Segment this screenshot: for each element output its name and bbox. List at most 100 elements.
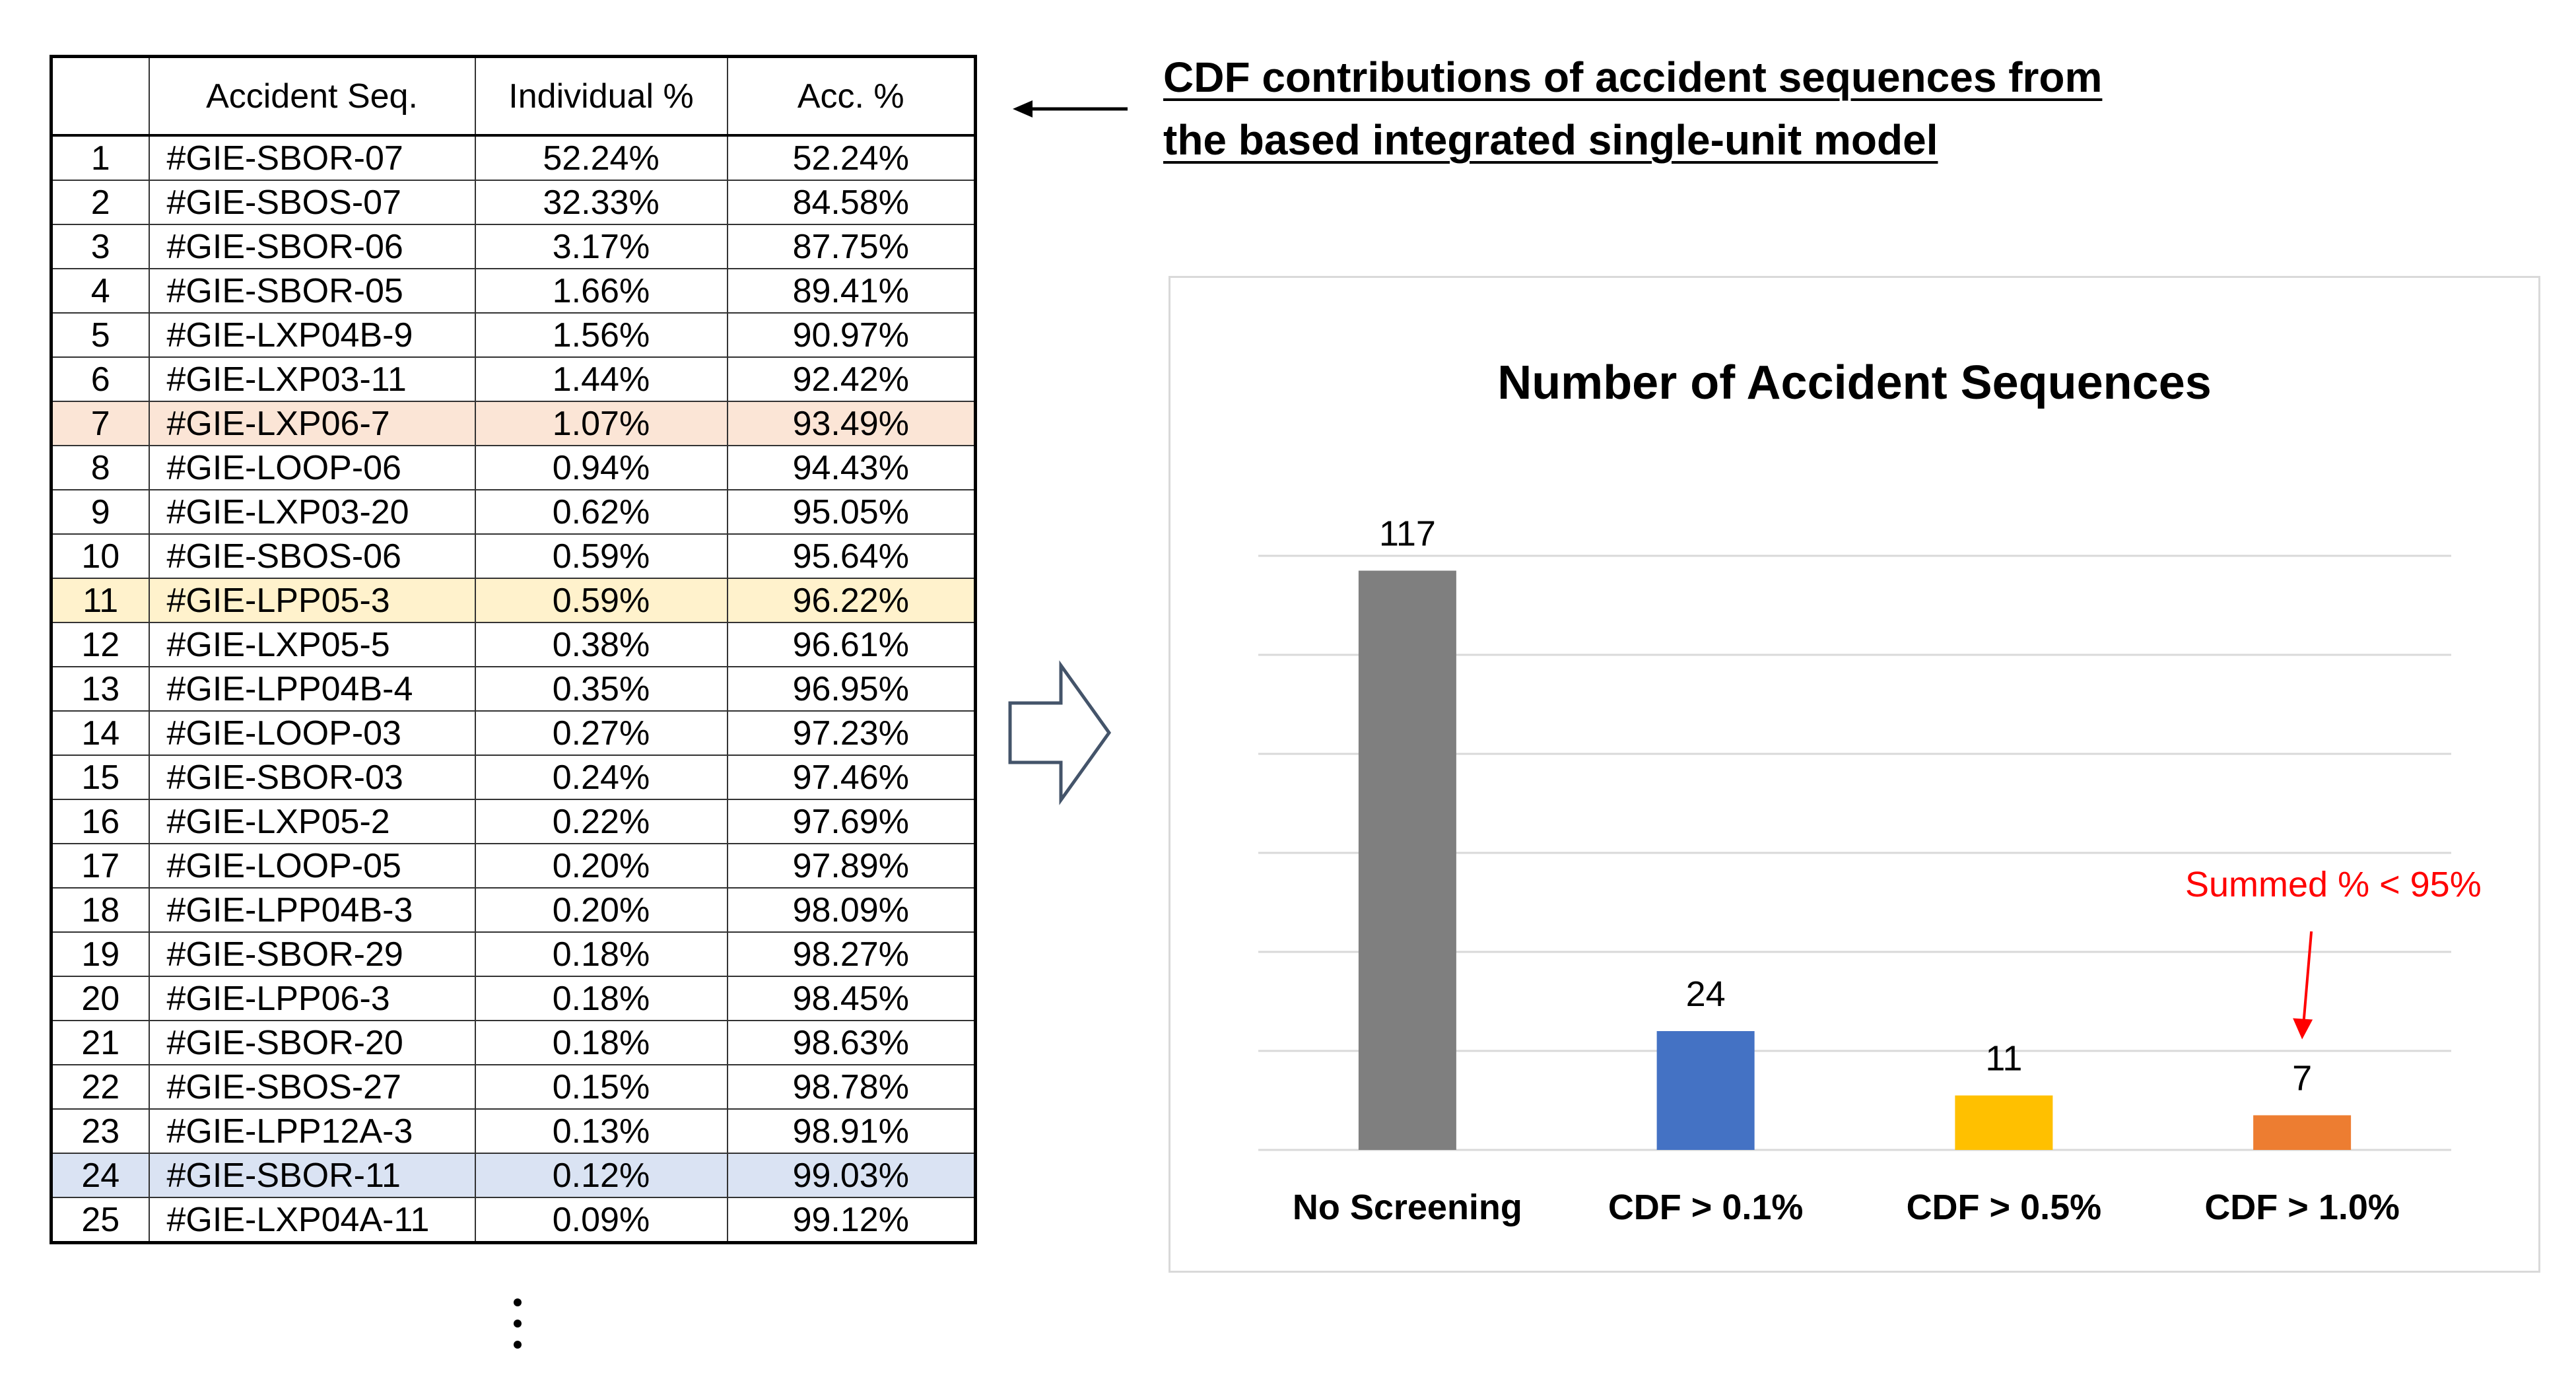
table-header-row: Accident Seq. Individual % Acc. %: [50, 55, 976, 137]
row-individual-pct: 0.59%: [474, 578, 728, 623]
row-individual-pct: 1.56%: [474, 312, 728, 358]
row-accident-seq: #GIE-SBOR-06: [148, 224, 476, 269]
row-individual-pct: 0.27%: [474, 710, 728, 756]
table-row: 2 #GIE-SBOS-07 32.33% 84.58%: [50, 180, 976, 225]
table-row: 21 #GIE-SBOR-20 0.18% 98.63%: [50, 1020, 976, 1065]
table-row: 13 #GIE-LPP04B-4 0.35% 96.95%: [50, 666, 976, 712]
row-number: 11: [50, 578, 150, 623]
bar-value-label: 117: [1379, 514, 1436, 554]
row-number: 8: [50, 445, 150, 490]
table-row: 5 #GIE-LXP04B-9 1.56% 90.97%: [50, 312, 976, 358]
row-individual-pct: 0.18%: [474, 931, 728, 977]
row-accident-seq: #GIE-LXP04A-11: [148, 1197, 476, 1244]
row-individual-pct: 0.20%: [474, 843, 728, 889]
row-accident-seq: #GIE-LXP06-7: [148, 401, 476, 446]
row-number: 3: [50, 224, 150, 269]
table-row: 23 #GIE-LPP12A-3 0.13% 98.91%: [50, 1108, 976, 1154]
row-individual-pct: 1.07%: [474, 401, 728, 446]
row-individual-pct: 0.15%: [474, 1064, 728, 1110]
bar-value-label: 7: [2292, 1059, 2312, 1098]
table-row: 14 #GIE-LOOP-03 0.27% 97.23%: [50, 710, 976, 756]
row-number: 16: [50, 799, 150, 844]
row-number: 23: [50, 1108, 150, 1154]
row-number: 15: [50, 755, 150, 800]
row-individual-pct: 0.94%: [474, 445, 728, 490]
row-individual-pct: 0.59%: [474, 533, 728, 579]
header-accident-seq: Accident Seq.: [148, 55, 476, 137]
row-number: 9: [50, 489, 150, 535]
table-row: 22 #GIE-SBOS-27 0.15% 98.78%: [50, 1064, 976, 1110]
row-accident-seq: #GIE-LXP05-5: [148, 622, 476, 667]
row-acc-pct: 99.12%: [726, 1197, 976, 1244]
row-acc-pct: 96.61%: [726, 622, 976, 667]
bar-value-label: 24: [1686, 974, 1726, 1014]
table-row: 6 #GIE-LXP03-11 1.44% 92.42%: [50, 356, 976, 402]
row-individual-pct: 0.62%: [474, 489, 728, 535]
table-row: 25 #GIE-LXP04A-11 0.09% 99.12%: [50, 1197, 976, 1244]
row-number: 17: [50, 843, 150, 889]
bar-value-label: 11: [1985, 1039, 2022, 1079]
caption-line-1: CDF contributions of accident sequences …: [1163, 53, 2103, 101]
left-arrow-icon: [1013, 100, 1128, 118]
bar-1: [1358, 570, 1456, 1150]
row-acc-pct: 96.95%: [726, 666, 976, 712]
row-accident-seq: #GIE-SBOR-20: [148, 1020, 476, 1065]
category-label: No Screening: [1293, 1188, 1522, 1227]
row-acc-pct: 98.27%: [726, 931, 976, 977]
row-accident-seq: #GIE-LPP12A-3: [148, 1108, 476, 1154]
row-accident-seq: #GIE-LOOP-03: [148, 710, 476, 756]
row-individual-pct: 0.38%: [474, 622, 728, 667]
row-number: 2: [50, 180, 150, 225]
row-individual-pct: 0.20%: [474, 887, 728, 933]
row-individual-pct: 0.24%: [474, 755, 728, 800]
row-individual-pct: 0.18%: [474, 976, 728, 1021]
row-number: 18: [50, 887, 150, 933]
table-row: 7 #GIE-LXP06-7 1.07% 93.49%: [50, 401, 976, 446]
table-row: 10 #GIE-SBOS-06 0.59% 95.64%: [50, 533, 976, 579]
header-individual-pct: Individual %: [474, 55, 728, 137]
row-acc-pct: 97.23%: [726, 710, 976, 756]
row-number: 7: [50, 401, 150, 446]
caption-line-2: the based integrated single-unit model: [1163, 116, 1938, 164]
row-acc-pct: 84.58%: [726, 180, 976, 225]
row-acc-pct: 98.91%: [726, 1108, 976, 1154]
table-row: 18 #GIE-LPP04B-3 0.20% 98.09%: [50, 887, 976, 933]
table-row: 9 #GIE-LXP03-20 0.62% 95.05%: [50, 489, 976, 535]
row-number: 5: [50, 312, 150, 358]
table-row: 1 #GIE-SBOR-07 52.24% 52.24%: [50, 135, 976, 181]
row-acc-pct: 98.45%: [726, 976, 976, 1021]
row-accident-seq: #GIE-SBOR-03: [148, 755, 476, 800]
row-number: 24: [50, 1153, 150, 1198]
row-accident-seq: #GIE-LPP04B-3: [148, 887, 476, 933]
row-individual-pct: 0.12%: [474, 1153, 728, 1198]
row-individual-pct: 0.22%: [474, 799, 728, 844]
row-individual-pct: 0.35%: [474, 666, 728, 712]
row-accident-seq: #GIE-SBOR-05: [148, 268, 476, 314]
row-accident-seq: #GIE-SBOS-07: [148, 180, 476, 225]
row-number: 25: [50, 1197, 150, 1244]
row-number: 20: [50, 976, 150, 1021]
table-row: 12 #GIE-LXP05-5 0.38% 96.61%: [50, 622, 976, 667]
bar-2: [1656, 1031, 1755, 1150]
row-accident-seq: #GIE-SBOS-27: [148, 1064, 476, 1110]
row-accident-seq: #GIE-LPP05-3: [148, 578, 476, 623]
row-acc-pct: 99.03%: [726, 1153, 976, 1198]
row-acc-pct: 98.09%: [726, 887, 976, 933]
chart-plot-area: 117 No Screening 24 CDF > 0.1% 11 CDF > 0.5% 7…: [1258, 514, 2451, 1227]
bar-chart: Number of Accident Sequences 117 No Scree…: [1169, 276, 2540, 1273]
row-individual-pct: 32.33%: [474, 180, 728, 225]
row-accident-seq: #GIE-LPP04B-4: [148, 666, 476, 712]
row-individual-pct: 0.13%: [474, 1108, 728, 1154]
annotation-arrow-line: [2302, 931, 2313, 1025]
row-accident-seq: #GIE-SBOS-06: [148, 533, 476, 579]
table-row: 17 #GIE-LOOP-05 0.20% 97.89%: [50, 843, 976, 889]
table-row: 4 #GIE-SBOR-05 1.66% 89.41%: [50, 268, 976, 314]
row-acc-pct: 92.42%: [726, 356, 976, 402]
row-number: 21: [50, 1020, 150, 1065]
category-label: CDF > 0.5%: [1907, 1188, 2102, 1227]
table-row: 19 #GIE-SBOR-29 0.18% 98.27%: [50, 931, 976, 977]
row-accident-seq: #GIE-LOOP-06: [148, 445, 476, 490]
row-acc-pct: 52.24%: [726, 135, 976, 181]
row-acc-pct: 97.46%: [726, 755, 976, 800]
row-accident-seq: #GIE-SBOR-11: [148, 1153, 476, 1198]
